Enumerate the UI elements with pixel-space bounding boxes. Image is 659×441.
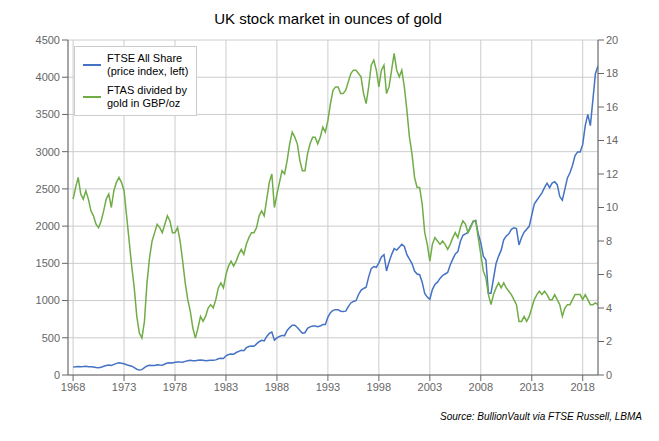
html-text:UK stock market in ounces of g: UK stock market in ounces of gold	[214, 10, 442, 27]
svg-text:6: 6	[606, 268, 612, 280]
svg-text:1000: 1000	[36, 294, 60, 306]
svg-text:2003: 2003	[418, 381, 442, 393]
svg-text:1983: 1983	[214, 381, 238, 393]
svg-text:14: 14	[606, 134, 618, 146]
svg-text:2: 2	[606, 335, 612, 347]
html-text:FTSE All Share: FTSE All Share	[107, 52, 183, 64]
svg-text:2000: 2000	[36, 220, 60, 232]
svg-text:1968: 1968	[61, 381, 85, 393]
svg-text:16: 16	[606, 101, 618, 113]
svg-text:3000: 3000	[36, 146, 60, 158]
html-text:FTAS divided by: FTAS divided by	[107, 84, 187, 96]
svg-text:1988: 1988	[265, 381, 289, 393]
html-text:(price index, left): (price index, left)	[107, 65, 189, 77]
svg-text:8: 8	[606, 235, 612, 247]
svg-text:20: 20	[606, 34, 618, 46]
svg-text:2500: 2500	[36, 183, 60, 195]
svg-text:4500: 4500	[36, 34, 60, 46]
svg-text:2018: 2018	[570, 381, 594, 393]
svg-text:0: 0	[54, 369, 60, 381]
svg-text:1978: 1978	[163, 381, 187, 393]
svg-text:4000: 4000	[36, 71, 60, 83]
svg-text:12: 12	[606, 168, 618, 180]
svg-text:1973: 1973	[112, 381, 136, 393]
svg-text:500: 500	[42, 332, 60, 344]
svg-text:1993: 1993	[316, 381, 340, 393]
svg-text:18: 18	[606, 67, 618, 79]
svg-text:3500: 3500	[36, 108, 60, 120]
svg-text:10: 10	[606, 201, 618, 213]
html-text:Source: BullionVault via FTSE: Source: BullionVault via FTSE Russell, L…	[440, 411, 642, 422]
svg-text:2013: 2013	[520, 381, 544, 393]
svg-text:0: 0	[606, 369, 612, 381]
svg-text:1998: 1998	[367, 381, 391, 393]
svg-text:1500: 1500	[36, 257, 60, 269]
svg-text:4: 4	[606, 302, 612, 314]
svg-text:2008: 2008	[469, 381, 493, 393]
html-text:gold in GBP/oz: gold in GBP/oz	[107, 97, 181, 109]
